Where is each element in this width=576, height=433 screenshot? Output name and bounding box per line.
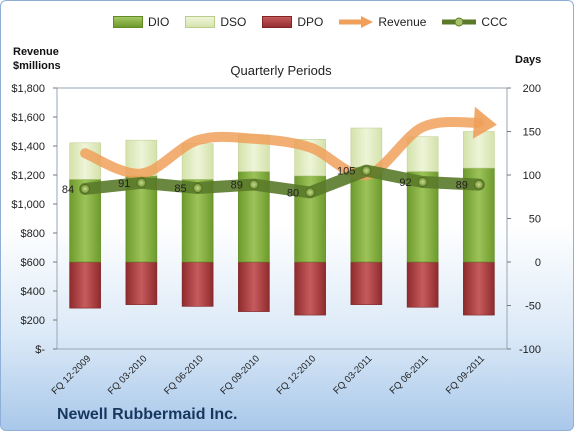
category-label: FQ 06-2010 (162, 353, 206, 397)
legend-swatch-dio (113, 16, 143, 28)
left-axis-tick-label: $200 (21, 315, 45, 327)
category-label: FQ 09-2010 (218, 353, 262, 397)
category-label: FQ 12-2010 (275, 353, 319, 397)
legend-item-dio: DIO (113, 15, 169, 29)
ccc-data-label: 92 (399, 177, 411, 189)
ccc-point (136, 177, 147, 188)
ccc-point (361, 165, 372, 176)
dio-bar (350, 166, 383, 263)
legend-label-revenue: Revenue (378, 15, 427, 29)
legend-item-dpo: DPO (262, 15, 323, 29)
right-axis-tick-label: 150 (523, 127, 541, 139)
legend-item-dso: DSO (185, 15, 246, 29)
legend-ccc-icon (442, 17, 477, 27)
dpo-bar (463, 261, 495, 316)
left-axis-title-line1: Revenue (13, 46, 59, 58)
ccc-point (473, 179, 484, 190)
legend-label-dpo: DPO (297, 15, 324, 29)
left-axis-tick-label: $- (35, 344, 45, 356)
dpo-bar (294, 261, 326, 316)
left-axis-tick-label: $400 (21, 286, 45, 298)
legend-swatch-dso (185, 16, 216, 28)
ccc-point (192, 183, 203, 193)
left-axis-tick-label: $1,800 (11, 83, 45, 95)
category-label: FQ 06-2011 (388, 353, 431, 396)
ccc-data-label: 80 (287, 187, 299, 199)
left-axis-tick-label: $1,200 (11, 170, 45, 182)
dso-bar (463, 131, 495, 169)
legend-item-revenue: Revenue (339, 15, 426, 29)
ccc-line (79, 164, 485, 199)
right-axis-tick-label: -50 (525, 301, 541, 313)
company-name: Newell Rubbermaid Inc. (57, 406, 238, 423)
dpo-bar (238, 261, 270, 312)
dso-bar (350, 127, 383, 168)
ccc-point (248, 179, 259, 190)
left-axis-tick-label: $600 (21, 257, 45, 269)
left-axis-tick-label: $1,600 (11, 112, 45, 124)
right-axis-tick-label: 0 (535, 257, 541, 269)
right-axis-tick-label: 100 (523, 170, 541, 182)
legend-label-dso: DSO (220, 15, 247, 29)
left-axis-tick-label: $1,000 (11, 199, 45, 211)
right-axis-tick-label: -100 (519, 344, 541, 356)
chart-title: Quarterly Periods (230, 63, 332, 78)
legend: DIO DSO DPO Revenue CCC (113, 15, 523, 29)
left-axis-tick-label: $800 (21, 228, 45, 240)
dso-bar (406, 136, 439, 172)
legend-arrow-icon (339, 16, 374, 28)
dpo-bar (350, 261, 383, 305)
right-axis-tick-label: 200 (523, 83, 541, 95)
category-label: FQ 12-2009 (50, 353, 94, 397)
category-label: FQ 03-2011 (331, 353, 374, 396)
dpo-bar (69, 261, 101, 309)
ccc-data-label: 89 (231, 180, 243, 192)
ccc-data-label: 85 (174, 183, 186, 195)
ccc-data-label: 84 (62, 184, 74, 196)
ccc-data-label: 91 (118, 178, 130, 190)
left-axis-title: Revenue $millions (13, 45, 61, 73)
right-axis-tick-label: 50 (529, 214, 541, 226)
dpo-bar (125, 261, 158, 305)
left-axis-title-line2: $millions (13, 60, 61, 72)
legend-label-dio: DIO (148, 15, 170, 29)
dio-bar (125, 175, 158, 263)
ccc-data-label: 105 (337, 166, 355, 178)
legend-label-ccc: CCC (481, 15, 508, 29)
legend-swatch-dpo (262, 16, 293, 28)
right-axis-title: Days (515, 54, 542, 66)
revenue-line (80, 116, 484, 181)
dpo-bar (406, 261, 439, 308)
revenue-arrowhead (472, 106, 497, 139)
ccc-point (417, 177, 428, 187)
left-axis-tick-label: $1,400 (11, 141, 45, 153)
legend-item-ccc: CCC (442, 15, 507, 29)
ccc-point (305, 187, 316, 198)
dpo-bar (181, 261, 214, 307)
ccc-data-label: 89 (456, 180, 468, 192)
category-label: FQ 09-2011 (444, 353, 487, 396)
ccc-point (80, 184, 91, 194)
category-label: FQ 03-2010 (106, 353, 150, 397)
